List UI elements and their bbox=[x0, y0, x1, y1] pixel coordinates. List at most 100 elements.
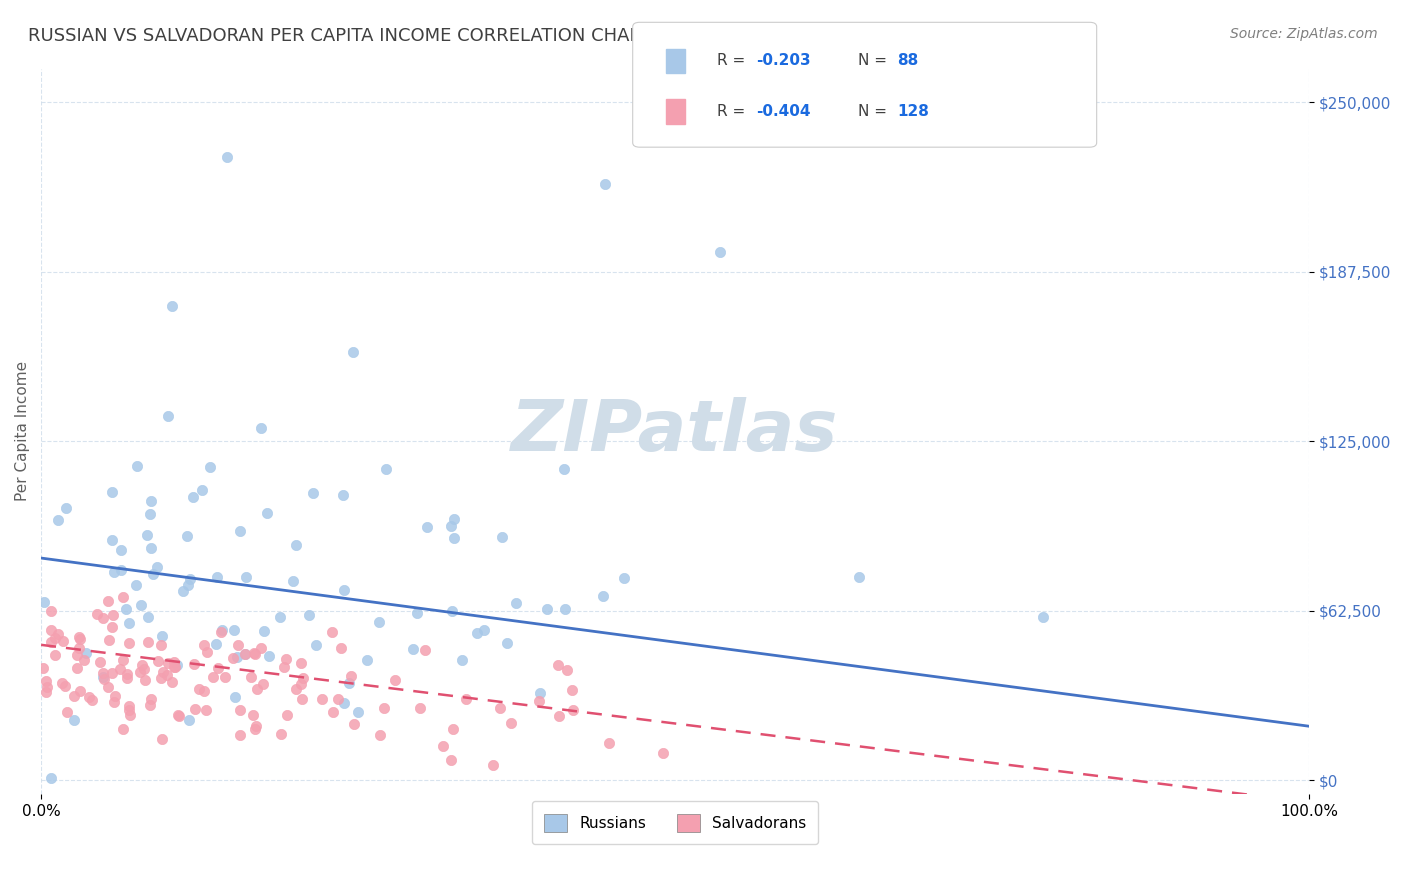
Point bbox=[613, 571, 636, 585]
Point bbox=[198, 459, 221, 474]
Point bbox=[593, 177, 616, 191]
Point bbox=[136, 635, 159, 649]
Point bbox=[101, 485, 124, 500]
Point bbox=[141, 494, 163, 508]
Point bbox=[598, 736, 620, 750]
Point bbox=[89, 655, 111, 669]
Point bbox=[229, 524, 252, 538]
Point bbox=[333, 582, 356, 597]
Point bbox=[505, 596, 527, 610]
Point bbox=[491, 530, 513, 544]
Point bbox=[233, 647, 256, 661]
Point bbox=[65, 660, 87, 674]
Point bbox=[39, 604, 62, 618]
Point bbox=[35, 680, 58, 694]
Point bbox=[195, 645, 218, 659]
Point bbox=[326, 691, 349, 706]
Point bbox=[214, 670, 236, 684]
Point bbox=[245, 719, 267, 733]
Point bbox=[330, 641, 353, 656]
Y-axis label: Per Capita Income: Per Capita Income bbox=[15, 361, 30, 501]
Point bbox=[31, 661, 53, 675]
Point bbox=[305, 638, 328, 652]
Point bbox=[441, 723, 464, 737]
Point bbox=[101, 533, 124, 547]
Point bbox=[561, 703, 583, 717]
Point bbox=[432, 739, 454, 754]
Point bbox=[235, 569, 257, 583]
Point bbox=[467, 626, 489, 640]
Point bbox=[290, 676, 312, 690]
Point bbox=[136, 610, 159, 624]
Point bbox=[125, 578, 148, 592]
Point bbox=[367, 615, 389, 630]
Point bbox=[246, 682, 269, 697]
Point bbox=[166, 657, 188, 672]
Point bbox=[39, 624, 62, 638]
Point bbox=[35, 685, 58, 699]
Text: 88: 88 bbox=[897, 54, 918, 68]
Point bbox=[101, 666, 124, 681]
Point bbox=[290, 657, 312, 671]
Point bbox=[103, 566, 125, 580]
Point bbox=[224, 690, 246, 705]
Point bbox=[176, 529, 198, 543]
Point bbox=[184, 701, 207, 715]
Point bbox=[440, 518, 463, 533]
Point bbox=[302, 485, 325, 500]
Point bbox=[374, 462, 396, 476]
Point bbox=[207, 661, 229, 675]
Point bbox=[155, 668, 177, 682]
Point bbox=[134, 662, 156, 676]
Point bbox=[298, 607, 321, 622]
Point bbox=[274, 652, 297, 666]
Point bbox=[193, 638, 215, 652]
Point bbox=[163, 660, 186, 674]
Text: R =: R = bbox=[717, 104, 751, 119]
Point bbox=[273, 660, 295, 674]
Point bbox=[311, 692, 333, 706]
Point bbox=[554, 601, 576, 615]
Point bbox=[77, 690, 100, 704]
Point bbox=[233, 647, 256, 661]
Point bbox=[229, 702, 252, 716]
Point bbox=[112, 591, 135, 605]
Point bbox=[373, 701, 395, 715]
Point bbox=[440, 753, 463, 767]
Point bbox=[134, 673, 156, 687]
Point bbox=[384, 673, 406, 687]
Point bbox=[496, 636, 519, 650]
Point bbox=[285, 538, 308, 552]
Point bbox=[110, 542, 132, 557]
Point bbox=[333, 696, 356, 710]
Point bbox=[222, 650, 245, 665]
Point bbox=[111, 722, 134, 736]
Point bbox=[413, 642, 436, 657]
Text: 128: 128 bbox=[897, 104, 929, 119]
Point bbox=[160, 674, 183, 689]
Point bbox=[67, 641, 90, 656]
Point bbox=[529, 686, 551, 700]
Point bbox=[39, 634, 62, 648]
Point bbox=[209, 625, 232, 640]
Point bbox=[240, 670, 263, 684]
Point bbox=[167, 708, 190, 723]
Point bbox=[46, 626, 69, 640]
Point bbox=[177, 578, 200, 592]
Point bbox=[167, 709, 190, 723]
Point bbox=[405, 606, 427, 620]
Point bbox=[193, 684, 215, 698]
Point bbox=[163, 655, 186, 669]
Point bbox=[553, 462, 575, 476]
Point bbox=[52, 634, 75, 648]
Point bbox=[322, 705, 344, 719]
Text: ZIPatlas: ZIPatlas bbox=[512, 397, 839, 466]
Legend: Russians, Salvadorans: Russians, Salvadorans bbox=[531, 801, 818, 845]
Point bbox=[118, 707, 141, 722]
Point bbox=[69, 630, 91, 644]
Point bbox=[34, 595, 56, 609]
Point bbox=[181, 490, 204, 504]
Point bbox=[489, 701, 512, 715]
Point bbox=[135, 528, 157, 542]
Point bbox=[117, 636, 139, 650]
